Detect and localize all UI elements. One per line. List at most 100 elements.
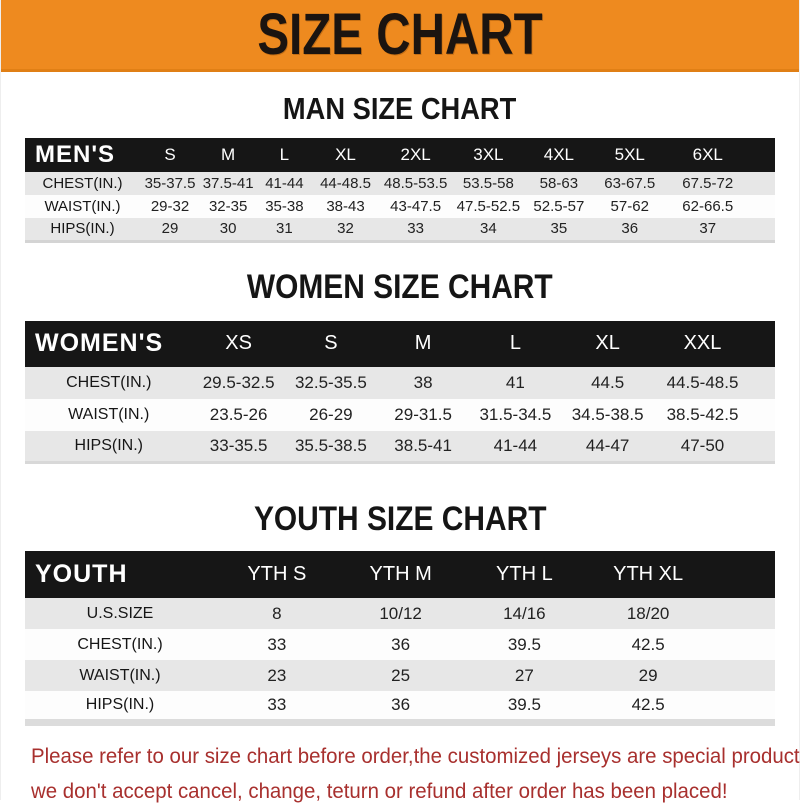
size-value-cell: 63-67.5 [594, 172, 666, 195]
size-value-cell: 41 [469, 367, 561, 399]
column-header: 3XL [453, 138, 524, 172]
size-value-cell: 57-62 [594, 195, 666, 218]
spacer-cell [710, 598, 775, 629]
size-value-cell: 32.5-35.5 [285, 367, 377, 399]
spacer-cell [751, 321, 775, 367]
size-value-cell: 29-31.5 [377, 399, 469, 431]
column-header: M [377, 321, 469, 367]
spacer-cell [750, 138, 775, 172]
column-header: S [140, 138, 200, 172]
column-header: 4XL [524, 138, 594, 172]
size-value-cell: 38.5-41 [377, 431, 469, 463]
size-value-cell: 33-35.5 [193, 431, 285, 463]
spacer-cell [751, 367, 775, 399]
size-value-cell: 43-47.5 [379, 195, 453, 218]
banner: SIZE CHART [1, 0, 799, 72]
size-value-cell: 25 [339, 660, 463, 691]
size-value-cell: 29 [586, 660, 710, 691]
size-value-cell: 32 [313, 218, 379, 241]
size-value-cell: 36 [339, 691, 463, 722]
spacer-cell [751, 431, 775, 463]
size-value-cell: 23 [215, 660, 339, 691]
spacer-cell [750, 195, 775, 218]
size-value-cell: 33 [215, 629, 339, 660]
size-value-cell: 29-32 [140, 195, 200, 218]
row-label: U.S.SIZE [25, 598, 215, 629]
size-value-cell: 44.5-48.5 [654, 367, 752, 399]
page-title: SIZE CHART [257, 6, 542, 64]
spacer-cell [710, 551, 775, 598]
spacer-cell [710, 629, 775, 660]
man-section-heading: MAN SIZE CHART [1, 93, 799, 124]
size-value-cell: 32-35 [200, 195, 256, 218]
column-header: XL [562, 321, 654, 367]
size-value-cell: 37.5-41 [200, 172, 256, 195]
column-header: S [285, 321, 377, 367]
size-value-cell: 34 [453, 218, 524, 241]
size-value-cell: 27 [463, 660, 587, 691]
size-value-cell: 29.5-32.5 [193, 367, 285, 399]
man-section-heading-text: MAN SIZE CHART [283, 93, 516, 124]
size-value-cell: 44-48.5 [313, 172, 379, 195]
row-label: HIPS(IN.) [25, 431, 193, 463]
row-label: WAIST(IN.) [25, 660, 215, 691]
footer-line: Please refer to our size chart before or… [31, 742, 771, 770]
column-header: 6XL [666, 138, 750, 172]
size-value-cell: 33 [215, 691, 339, 722]
size-value-cell: 23.5-26 [193, 399, 285, 431]
column-header: YTH XL [586, 551, 710, 598]
size-value-cell: 38 [377, 367, 469, 399]
size-value-cell: 41-44 [256, 172, 312, 195]
column-header: 5XL [594, 138, 666, 172]
size-value-cell: 38.5-42.5 [654, 399, 752, 431]
size-value-cell: 42.5 [586, 691, 710, 722]
row-label: CHEST(IN.) [25, 629, 215, 660]
women-section-heading-text: WOMEN SIZE CHART [247, 270, 553, 304]
size-value-cell: 31.5-34.5 [469, 399, 561, 431]
size-value-cell: 62-66.5 [666, 195, 750, 218]
size-value-cell: 41-44 [469, 431, 561, 463]
size-value-cell: 47-50 [654, 431, 752, 463]
size-value-cell: 31 [256, 218, 312, 241]
size-value-cell: 67.5-72 [666, 172, 750, 195]
size-value-cell: 38-43 [313, 195, 379, 218]
size-value-cell: 26-29 [285, 399, 377, 431]
column-header: YTH L [463, 551, 587, 598]
size-value-cell: 52.5-57 [524, 195, 594, 218]
youth-section-heading-text: YOUTH SIZE CHART [254, 502, 547, 536]
size-value-cell: 18/20 [586, 598, 710, 629]
size-value-cell: 47.5-52.5 [453, 195, 524, 218]
size-value-cell: 44-47 [562, 431, 654, 463]
size-value-cell: 30 [200, 218, 256, 241]
size-value-cell: 35-37.5 [140, 172, 200, 195]
youth-section-heading: YOUTH SIZE CHART [1, 502, 799, 536]
size-value-cell: 44.5 [562, 367, 654, 399]
size-value-cell: 34.5-38.5 [562, 399, 654, 431]
column-header: XS [193, 321, 285, 367]
row-label: WAIST(IN.) [25, 195, 140, 218]
spacer-cell [750, 172, 775, 195]
column-header: L [256, 138, 312, 172]
column-header: YTH S [215, 551, 339, 598]
size-value-cell: 42.5 [586, 629, 710, 660]
size-value-cell: 29 [140, 218, 200, 241]
column-header: XXL [654, 321, 752, 367]
size-value-cell: 35-38 [256, 195, 312, 218]
table-header-label: WOMEN'S [25, 321, 193, 367]
size-value-cell: 58-63 [524, 172, 594, 195]
row-label: HIPS(IN.) [25, 218, 140, 241]
column-header: M [200, 138, 256, 172]
table-header-label: YOUTH [25, 551, 215, 598]
column-header: YTH M [339, 551, 463, 598]
